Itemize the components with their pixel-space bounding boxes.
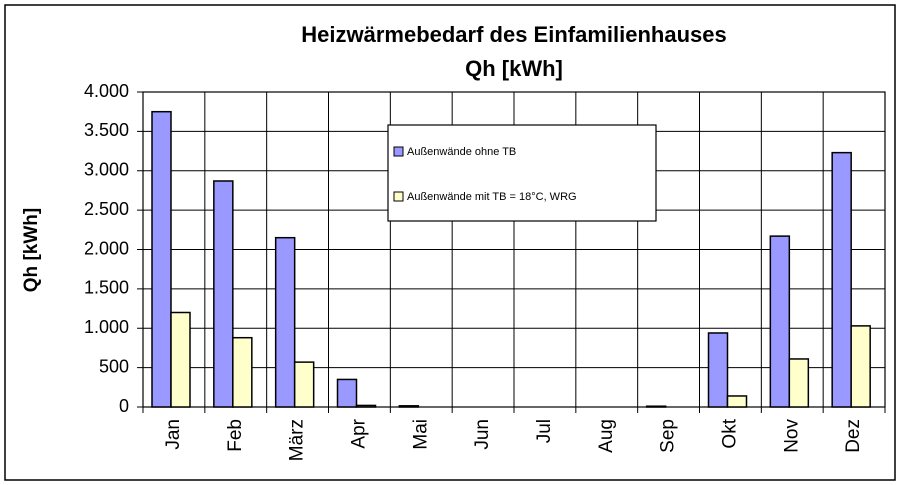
- bar: [213, 180, 234, 408]
- x-tick-label: Dez: [843, 419, 864, 453]
- y-axis-label: Qh [kWh]: [21, 208, 42, 292]
- y-tick-label: 1.000: [84, 317, 129, 337]
- x-tick-label: Sep: [658, 419, 679, 453]
- chart-title: Heizwärmebedarf des Einfamilienhauses: [301, 22, 727, 47]
- bar: [336, 378, 358, 408]
- bar: [355, 404, 377, 408]
- x-tick-label: Nov: [781, 419, 802, 453]
- bar: [726, 395, 748, 408]
- legend-label: Außenwände mit TB = 18°C, WRG: [407, 191, 577, 203]
- bar: [769, 235, 791, 408]
- y-tick-label: 2.500: [84, 199, 129, 219]
- x-tick-label: Jan: [163, 419, 184, 450]
- x-tick-label: Feb: [225, 419, 246, 452]
- bar: [293, 361, 315, 408]
- y-tick-label: 2.000: [84, 238, 129, 258]
- y-tick-label: 1.500: [84, 278, 129, 298]
- bar: [170, 311, 191, 408]
- bar: [645, 405, 667, 408]
- bar: [850, 325, 871, 408]
- bar: [232, 336, 253, 408]
- y-tick-label: 0: [119, 396, 129, 416]
- x-tick-label: Apr: [348, 418, 369, 448]
- bar: [398, 405, 420, 408]
- legend: Außenwände ohne TB Außenwände mit TB = 1…: [387, 124, 657, 222]
- x-tick-label: Mai: [410, 419, 431, 450]
- x-tick-label: Aug: [596, 419, 617, 453]
- legend-swatch: [393, 191, 404, 202]
- plot-border: [142, 91, 886, 408]
- legend-swatch: [393, 146, 404, 157]
- bar: [274, 236, 296, 408]
- bar: [788, 358, 810, 408]
- y-tick-label: 500: [99, 356, 129, 376]
- x-tick-label: Jul: [534, 419, 555, 443]
- x-tick-label: März: [287, 419, 308, 461]
- x-tick-label: Okt: [719, 418, 740, 448]
- y-tick-label: 4.000: [84, 81, 129, 101]
- chart-subtitle: Qh [kWh]: [465, 56, 563, 81]
- bar: [707, 332, 729, 408]
- x-tick-label: Jun: [472, 419, 493, 450]
- bar: [831, 151, 852, 408]
- y-tick-label: 3.000: [84, 160, 129, 180]
- legend-box: [387, 124, 657, 222]
- bar: [151, 110, 172, 408]
- legend-label: Außenwände ohne TB: [407, 146, 516, 158]
- y-tick-label: 3.500: [84, 120, 129, 140]
